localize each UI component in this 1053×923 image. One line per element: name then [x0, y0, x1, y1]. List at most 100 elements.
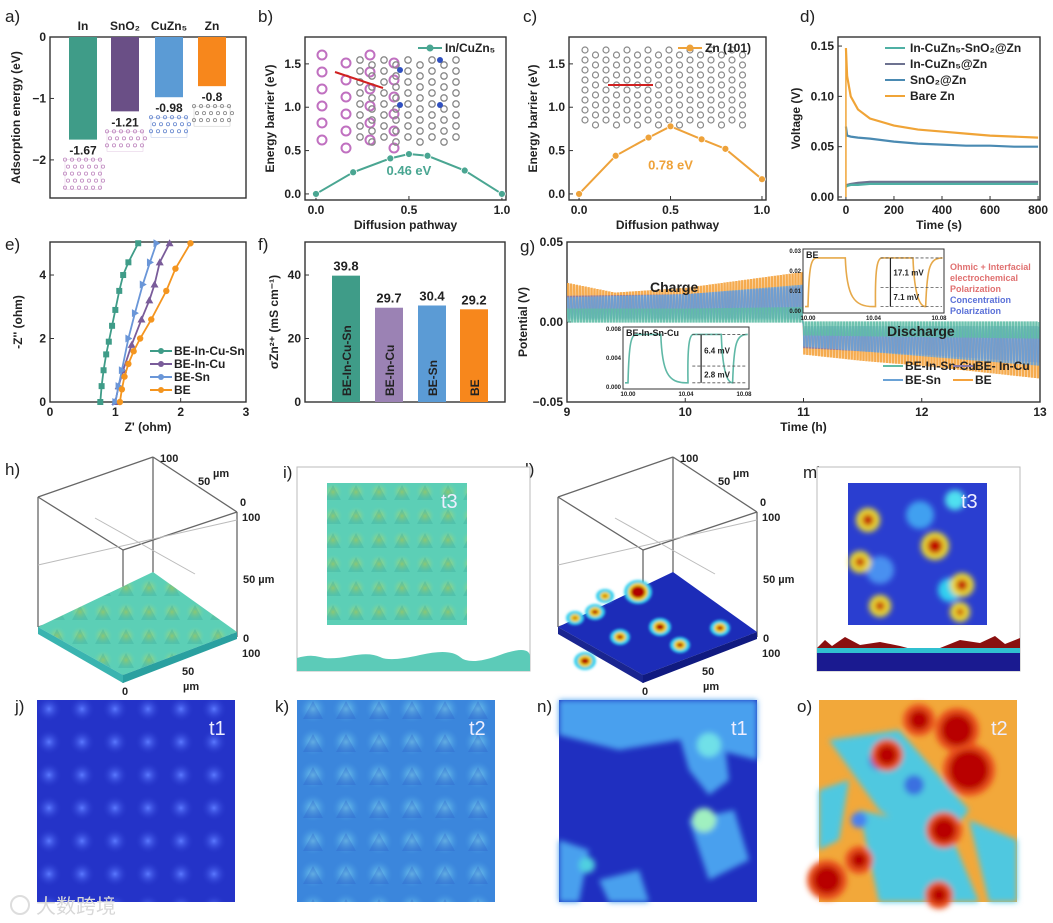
panel-label: i): [283, 463, 292, 482]
hot-spot: [941, 714, 973, 746]
inset-y-tick: 0.01: [789, 289, 801, 295]
zn-atom: [581, 56, 589, 64]
atom: [94, 164, 99, 169]
data-point: [498, 190, 506, 198]
zn-atom: [633, 71, 642, 79]
atom: [176, 129, 181, 134]
zn-atom: [602, 46, 610, 54]
series-trace: [567, 306, 1040, 339]
series-line: [845, 182, 1039, 188]
panel-label: c): [523, 7, 537, 26]
zn-atom: [738, 71, 747, 79]
zn-atom: [623, 96, 631, 104]
zn-atom: [707, 66, 715, 74]
region: [559, 840, 589, 902]
panel-k-surface-map: k) t2: [275, 697, 495, 902]
cu-atom: [397, 67, 403, 73]
zn-atom: [717, 71, 726, 79]
inset-annotation: 2.8 mV: [704, 370, 730, 379]
x-tick-label: 13: [1033, 405, 1047, 419]
atom: [201, 111, 206, 116]
panel-2-energy-barrier: 0.0 0.5 1.0 1.5 0.0 0.5 1.0 Diffusion pathway En…: [523, 7, 771, 232]
bar-category-label: BE-In-Cu: [383, 345, 397, 396]
in-atom: [364, 117, 376, 129]
legend-label: BE- In-Cu: [975, 359, 1030, 373]
atom: [205, 118, 210, 123]
zn-atom: [368, 105, 376, 113]
zn-atom: [404, 78, 412, 86]
atom: [91, 171, 96, 176]
zn-atom: [738, 121, 747, 129]
zn-atom: [738, 101, 747, 109]
category-label: CuZn₅: [151, 19, 187, 33]
inset-y-tick: 0.000: [606, 385, 622, 391]
region: [599, 870, 649, 902]
legend-label: In/CuZn₅: [445, 41, 495, 55]
marker-triangle: [137, 315, 146, 323]
zn-atom: [717, 101, 726, 109]
zn-atom: [707, 76, 715, 84]
x-axis-label: Diffusion pathway: [354, 218, 458, 232]
zn-atom: [644, 46, 652, 54]
marker-circle: [187, 240, 194, 247]
x-tick-label: 0.5: [662, 203, 679, 217]
y-tick-label: 1.5: [284, 57, 301, 71]
y-tick-label: 0.15: [811, 39, 835, 53]
atom: [169, 129, 174, 134]
zn-atom: [416, 83, 424, 91]
in-atom: [364, 100, 376, 112]
inset-x-tick: 10.00: [620, 392, 636, 398]
top-view-image: [327, 483, 467, 625]
zn-atom: [633, 101, 642, 109]
axis-label: 0: [642, 686, 648, 698]
in-atom: [316, 49, 328, 61]
atom: [66, 164, 71, 169]
lattice-outline: [106, 131, 144, 152]
zn-atom: [623, 56, 631, 64]
atom: [66, 178, 71, 183]
marker-triangle: [118, 366, 126, 375]
inset-annotation: 17.1 mV: [893, 269, 924, 278]
legend-label: BE: [174, 383, 191, 397]
cross-section-layer: [817, 648, 1020, 653]
in-atom: [316, 100, 328, 112]
lattice-outline: [193, 105, 231, 127]
marker-triangle: [112, 398, 120, 406]
marker-circle: [136, 335, 144, 342]
spot-peak: [656, 624, 664, 630]
hot-spot: [813, 866, 841, 894]
polarization-note: Concentration: [950, 295, 1011, 305]
zn-atom: [581, 66, 589, 74]
atom: [135, 136, 140, 141]
zn-atom: [707, 116, 715, 124]
marker-triangle: [125, 334, 133, 343]
height-map: [807, 704, 1017, 909]
zn-atom: [612, 91, 621, 99]
zn-atom: [654, 91, 663, 99]
spot-peak: [677, 643, 683, 647]
diffusion-arrow: [334, 71, 384, 89]
inset-y-tick: 0.03: [789, 249, 801, 255]
in-atom: [388, 108, 400, 120]
axis-label: µm: [213, 468, 229, 480]
x-axis-label: Diffusion pathway: [616, 218, 720, 232]
zn-atom: [717, 121, 726, 129]
box-edge: [37, 496, 124, 551]
zn-atom: [440, 61, 448, 69]
y-tick-label: 0.5: [548, 144, 565, 158]
y-axis-label: Energy barrier (eV): [526, 64, 540, 172]
zn-atom: [380, 133, 388, 141]
zn-atom: [404, 122, 412, 130]
axis-label: 100: [762, 648, 780, 660]
in-atom: [316, 66, 328, 78]
zn-atom: [665, 116, 673, 124]
panel-label: n): [537, 697, 552, 716]
zn-atom: [392, 61, 400, 69]
inset-title: BE-In-Sn-Cu: [626, 328, 679, 338]
zn-atom: [696, 111, 705, 119]
zn-atom: [356, 133, 364, 141]
zn-atom: [452, 100, 460, 108]
x-tick-label: 1.0: [754, 203, 771, 217]
zn-atom: [717, 111, 726, 119]
